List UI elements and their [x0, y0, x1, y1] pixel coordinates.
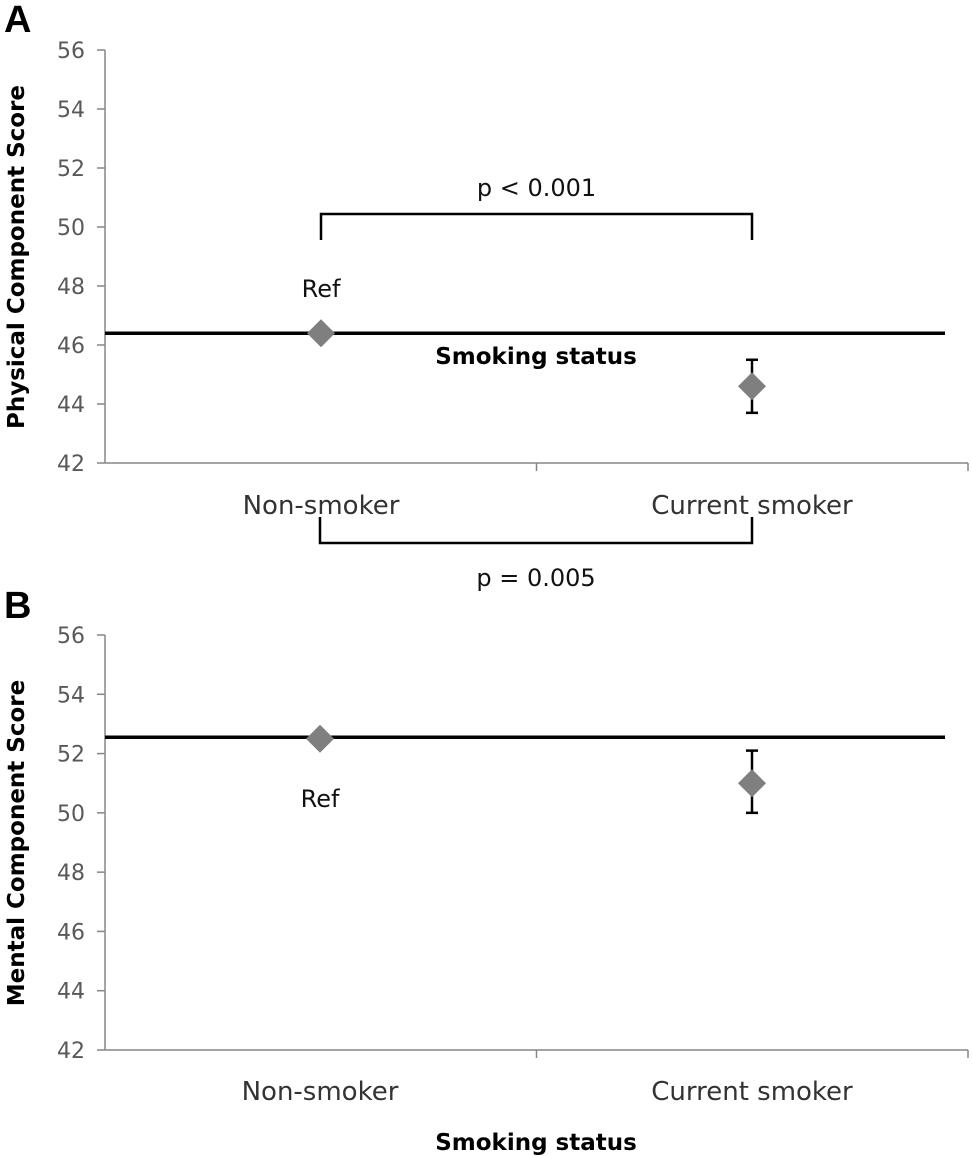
y-tick-label: 56 — [57, 39, 85, 64]
panel-a: A Physical Component Score Smoking statu… — [4, 0, 969, 521]
panel-b: B Mental Component Score Smoking status … — [4, 517, 969, 1156]
p-value-label: p < 0.001 — [477, 174, 596, 202]
y-tick-label: 50 — [57, 802, 85, 827]
y-tick-label: 44 — [57, 980, 85, 1005]
y-tick-label: 48 — [57, 861, 85, 886]
y-tick-label: 42 — [57, 1039, 85, 1064]
x-category-label: Current smoker — [651, 491, 853, 521]
data-point — [738, 372, 766, 401]
significance-bracket — [319, 212, 754, 240]
y-axis-title: Physical Component Score — [4, 85, 30, 429]
x-axis-title: Smoking status — [435, 1130, 637, 1156]
p-value-label: p = 0.005 — [476, 564, 595, 592]
y-tick-label: 54 — [57, 98, 85, 123]
y-tick-label: 44 — [57, 393, 85, 418]
x-axis-title: Smoking status — [435, 344, 637, 370]
y-tick-label: 48 — [57, 275, 85, 300]
x-category-label: Non-smoker — [242, 1077, 399, 1107]
y-tick-label: 42 — [57, 452, 85, 477]
y-tick-label: 54 — [57, 683, 85, 708]
y-axis-title: Mental Component Score — [4, 680, 30, 1006]
y-ticks: 42 44 46 48 50 52 54 56 — [57, 39, 969, 477]
data-marks: Ref p < 0.001 — [105, 174, 945, 415]
significance-bracket — [318, 517, 754, 545]
y-tick-label: 50 — [57, 216, 85, 241]
y-tick-label: 46 — [57, 334, 85, 359]
y-tick-label: 46 — [57, 920, 85, 945]
x-category-label: Current smoker — [651, 1077, 853, 1107]
ref-label: Ref — [302, 275, 341, 303]
y-tick-label: 56 — [57, 624, 85, 649]
data-point — [306, 724, 334, 753]
y-tick-label: 52 — [57, 743, 85, 768]
panel-a-letter: A — [4, 0, 31, 41]
y-tick-label: 52 — [57, 157, 85, 182]
x-categories: Non-smoker Current smoker — [243, 491, 853, 521]
data-point — [738, 769, 766, 798]
data-marks: Ref p = 0.005 — [105, 517, 945, 815]
x-category-label: Non-smoker — [243, 491, 400, 521]
x-categories: Non-smoker Current smoker — [242, 1077, 853, 1107]
ref-label: Ref — [301, 785, 340, 813]
y-ticks: 42 44 46 48 50 52 54 56 — [57, 624, 969, 1064]
data-point — [307, 319, 335, 348]
panel-b-letter: B — [4, 585, 31, 627]
